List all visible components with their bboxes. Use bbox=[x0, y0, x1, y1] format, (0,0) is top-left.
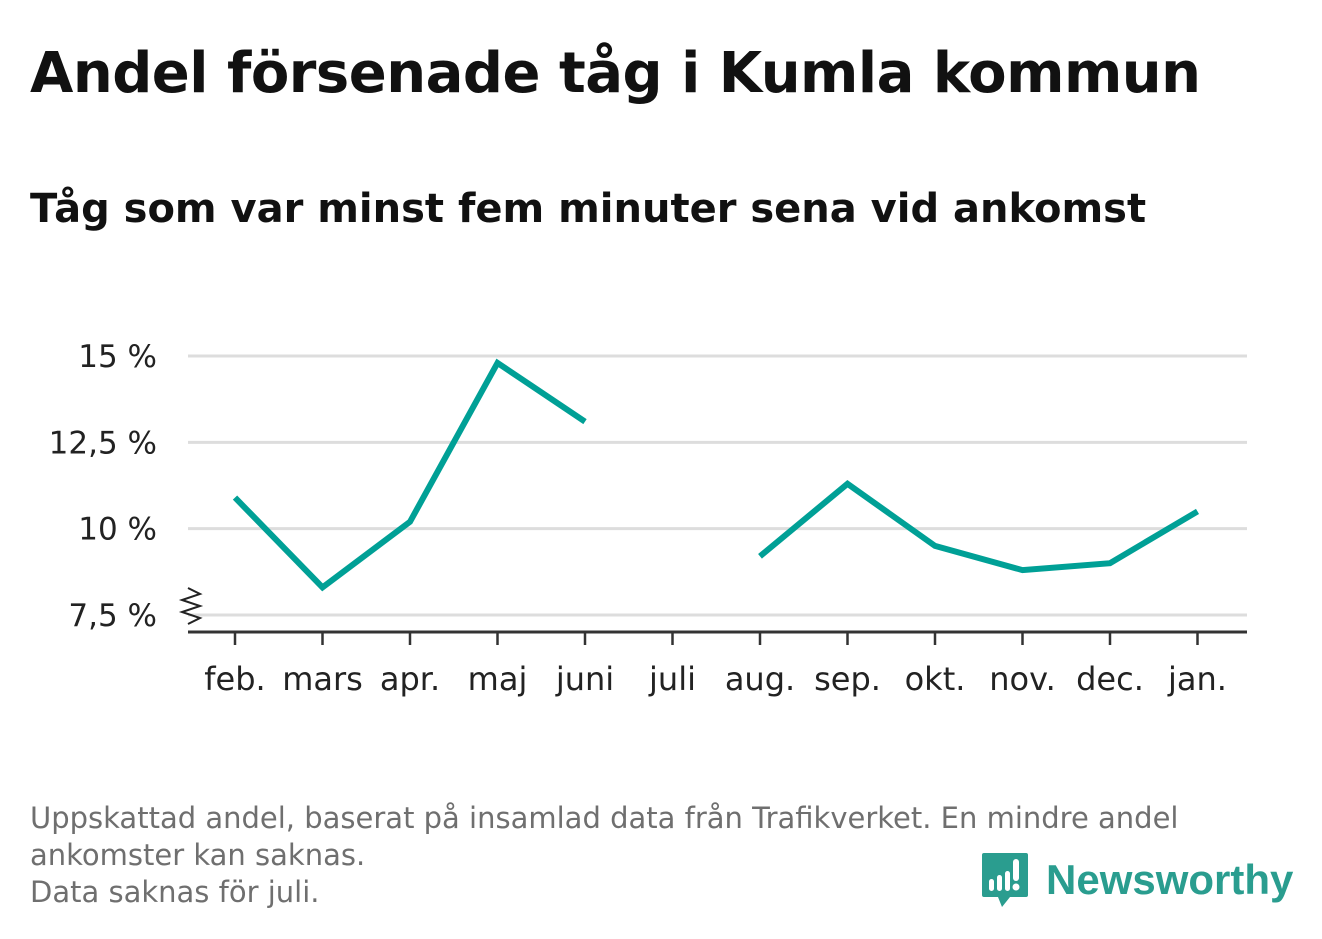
y-tick-label: 12,5 % bbox=[49, 425, 157, 461]
series-line-segment bbox=[758, 479, 1200, 574]
brand-name: Newsworthy bbox=[1046, 856, 1294, 903]
axis-break-icon bbox=[178, 587, 204, 625]
footnote-line: ankomster kan saknas. bbox=[30, 838, 366, 872]
gridlines bbox=[188, 354, 1247, 617]
x-tick-label: apr. bbox=[380, 660, 440, 698]
series-line-segment bbox=[232, 358, 587, 592]
series-lines bbox=[232, 358, 1200, 592]
newsworthy-logo-icon bbox=[982, 853, 1028, 907]
y-axis-tick-labels: 7,5 % 10 % 12,5 % 15 % bbox=[49, 339, 157, 634]
x-tick-label: maj bbox=[468, 660, 528, 698]
footnote: Uppskattad andel, baserat på insamlad da… bbox=[30, 800, 1290, 911]
chart-title: Andel försenade tåg i Kumla kommun bbox=[30, 41, 1201, 106]
x-tick-label: juli bbox=[648, 660, 696, 698]
y-tick-label: 7,5 % bbox=[68, 598, 157, 634]
chart-subtitle: Tåg som var minst fem minuter sena vid a… bbox=[30, 186, 1147, 232]
x-tick-label: dec. bbox=[1076, 660, 1144, 698]
x-tick-label: okt. bbox=[905, 660, 966, 698]
footnote-line: Uppskattad andel, baserat på insamlad da… bbox=[30, 801, 1179, 835]
x-tick-label: feb. bbox=[204, 660, 265, 698]
y-tick-label: 10 % bbox=[78, 512, 157, 548]
x-tick-label: jan. bbox=[1167, 660, 1227, 698]
x-tick-label: mars bbox=[282, 660, 363, 698]
x-axis: feb. mars apr. maj juni juli aug. sep. okt. nov. d… bbox=[188, 630, 1247, 698]
brand-logo: Newsworthy bbox=[980, 850, 1293, 910]
y-tick-label: 15 % bbox=[78, 339, 157, 375]
footnote-line: Data saknas för juli. bbox=[30, 875, 320, 909]
x-tick-label: nov. bbox=[989, 660, 1055, 698]
x-tick-label: sep. bbox=[814, 660, 881, 698]
x-tick-label: aug. bbox=[725, 660, 795, 698]
x-tick-label: juni bbox=[555, 660, 614, 698]
